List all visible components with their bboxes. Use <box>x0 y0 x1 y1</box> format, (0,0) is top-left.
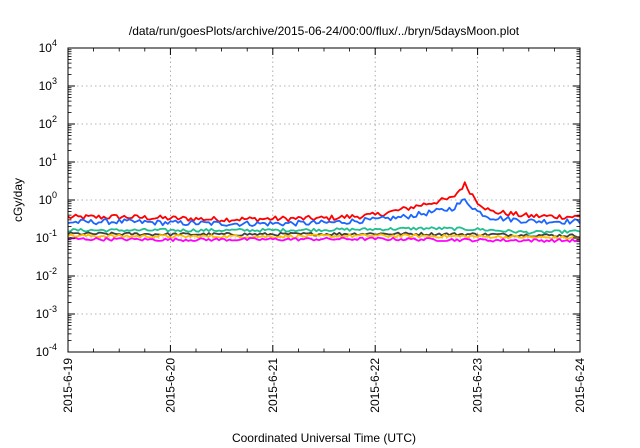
series-line <box>67 226 581 235</box>
y-tick-exponent: 1 <box>52 152 57 162</box>
x-tick-label: 2015-6-20 <box>163 358 177 413</box>
y-tick-exponent: 2 <box>52 114 57 124</box>
y-tick-label: 104 <box>39 38 57 55</box>
x-tick-label: 2015-6-19 <box>61 358 75 413</box>
y-tick-label: 101 <box>39 152 57 169</box>
y-tick-exponent: -3 <box>49 304 57 314</box>
y-tick-label: 100 <box>39 190 57 207</box>
series-group <box>67 181 581 243</box>
y-tick-exponent: 3 <box>52 76 57 86</box>
ticks <box>67 47 581 353</box>
series-line <box>67 236 581 243</box>
y-tick-exponent: 0 <box>52 190 57 200</box>
y-axis-label: cGy/day <box>11 178 25 222</box>
series-line <box>67 233 581 240</box>
y-tick-label: 103 <box>39 76 57 93</box>
x-tick-label: 2015-6-24 <box>573 358 587 413</box>
y-tick-exponent: 4 <box>52 38 57 48</box>
y-tick-label: 10-1 <box>36 228 57 245</box>
series-line <box>67 198 581 227</box>
chart-title: /data/run/goesPlots/archive/2015-06-24/0… <box>129 24 520 38</box>
x-tick-labels: 2015-6-19 2015-6-20 2015-6-21 2015-6-22 2015… <box>61 358 587 413</box>
x-tick-label: 2015-6-21 <box>266 358 280 413</box>
y-tick-exponent: -2 <box>49 266 57 276</box>
y-tick-label: 10-4 <box>36 342 57 359</box>
series-line <box>67 181 581 223</box>
x-tick-label: 2015-6-22 <box>368 358 382 413</box>
x-axis-label: Coordinated Universal Time (UTC) <box>232 431 416 445</box>
y-tick-label: 102 <box>39 114 57 131</box>
x-tick-label: 2015-6-23 <box>471 358 485 413</box>
y-tick-exponent: -1 <box>49 228 57 238</box>
grid <box>68 48 580 352</box>
y-tick-label: 10-2 <box>36 266 57 283</box>
y-tick-label: 10-3 <box>36 304 57 321</box>
y-tick-exponent: -4 <box>49 342 57 352</box>
